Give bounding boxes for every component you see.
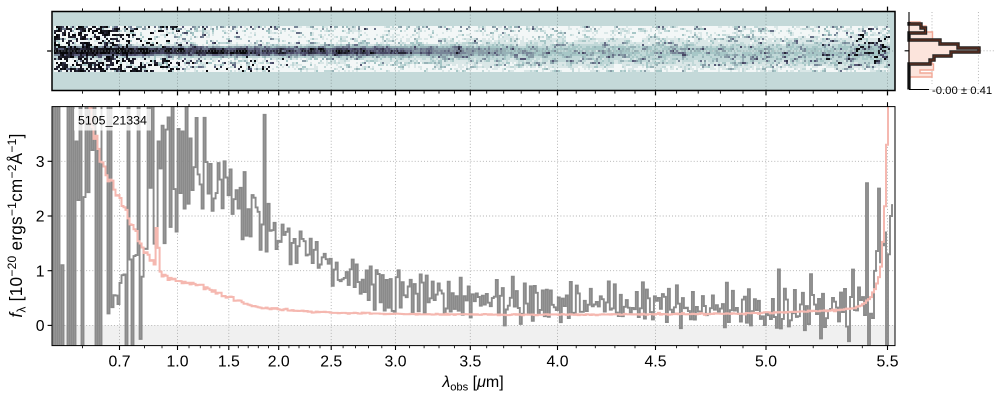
- svg-text:-0.00 ± 0.41: -0.00 ± 0.41: [932, 85, 992, 97]
- svg-text:2: 2: [36, 209, 45, 226]
- svg-text:1: 1: [36, 263, 45, 280]
- svg-text:1.0: 1.0: [167, 354, 189, 371]
- svg-text:4.0: 4.0: [547, 354, 569, 371]
- svg-text:3.5: 3.5: [459, 354, 481, 371]
- svg-text:1.5: 1.5: [218, 354, 240, 371]
- svg-text:fλ [10−20 ergs−1cm−2Å−1]: fλ [10−20 ergs−1cm−2Å−1]: [5, 133, 29, 317]
- svg-text:0.7: 0.7: [109, 354, 131, 371]
- svg-text:4.5: 4.5: [645, 354, 667, 371]
- svg-text:3: 3: [36, 154, 45, 171]
- svg-text:5.5: 5.5: [877, 354, 899, 371]
- svg-text:0: 0: [36, 318, 45, 335]
- svg-text:5105_21334: 5105_21334: [78, 113, 147, 127]
- svg-text:5.0: 5.0: [755, 354, 777, 371]
- svg-text:λobs [μm]: λobs [μm]: [441, 374, 503, 393]
- svg-text:3.0: 3.0: [385, 354, 407, 371]
- svg-text:2.0: 2.0: [268, 354, 290, 371]
- svg-text:2.5: 2.5: [320, 354, 342, 371]
